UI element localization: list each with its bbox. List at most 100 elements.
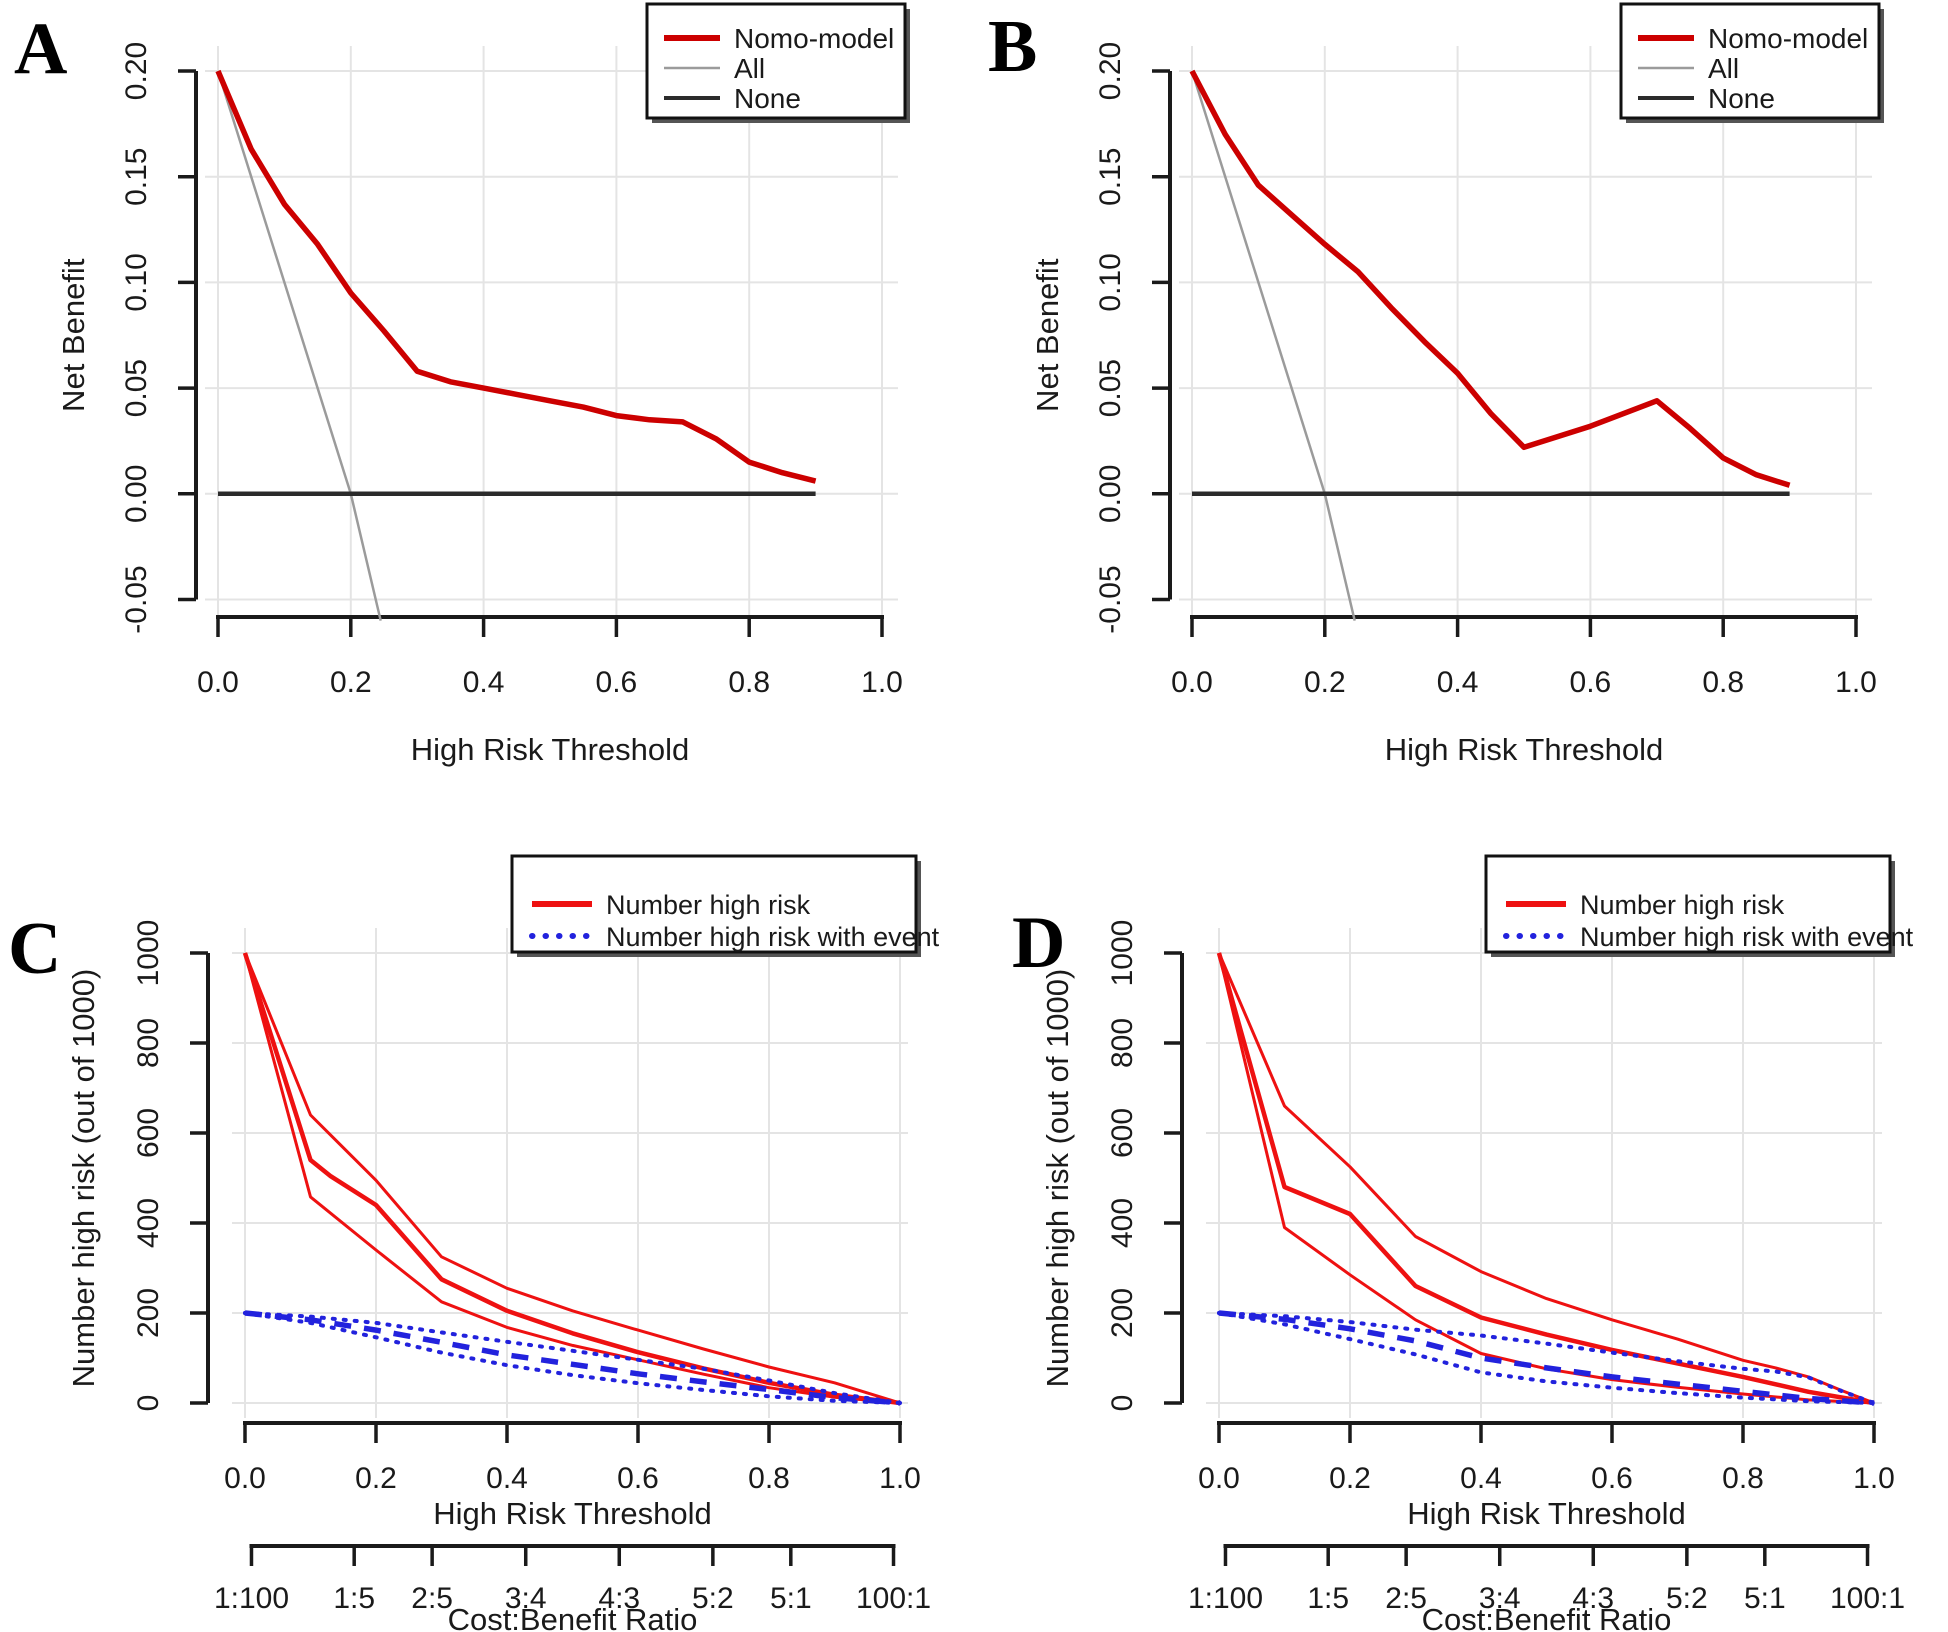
- series-B: [1189, 69, 1791, 621]
- svg-text:200: 200: [132, 1288, 165, 1338]
- svg-text:0.2: 0.2: [1329, 1462, 1371, 1495]
- series-C: [242, 952, 902, 1406]
- x-axis-ratio-C: 1:100 1:5 2:5 3:4 4:3 5:2 5:1 100:1 Cost:Benefit…: [214, 1544, 931, 1632]
- svg-text:0.6: 0.6: [1591, 1462, 1633, 1495]
- svg-text:100:1: 100:1: [1830, 1582, 1905, 1615]
- svg-text:0.05: 0.05: [120, 359, 153, 417]
- series-line-number-high-risk-with-event-upper-: [1217, 1311, 1876, 1405]
- svg-text:0.20: 0.20: [1094, 42, 1127, 100]
- svg-text:Number high risk (out of 1000): Number high risk (out of 1000): [66, 969, 101, 1388]
- svg-text:5:1: 5:1: [1744, 1582, 1786, 1615]
- svg-text:1000: 1000: [132, 920, 165, 987]
- svg-text:-0.05: -0.05: [120, 565, 153, 633]
- legend-label-none: None: [1708, 83, 1775, 114]
- svg-text:2:5: 2:5: [1385, 1582, 1427, 1615]
- svg-text:-0.05: -0.05: [1094, 565, 1127, 633]
- svg-text:100:1: 100:1: [856, 1582, 931, 1615]
- svg-text:1.0: 1.0: [1835, 666, 1877, 699]
- series-line-number-high-risk-upper-: [243, 952, 901, 1405]
- svg-text:0.4: 0.4: [1460, 1462, 1502, 1495]
- legend-label-number-high-risk-with-event: Number high risk with event: [1580, 922, 1914, 952]
- legend-label-all: All: [1708, 53, 1739, 84]
- svg-text:1:5: 1:5: [333, 1582, 375, 1615]
- series-line-all: [1190, 70, 1356, 621]
- svg-text:0.2: 0.2: [330, 666, 372, 699]
- svg-text:1:100: 1:100: [214, 1582, 289, 1615]
- svg-text:1:5: 1:5: [1307, 1582, 1349, 1615]
- svg-text:800: 800: [1106, 1018, 1139, 1068]
- svg-text:0.0: 0.0: [197, 666, 239, 699]
- svg-text:800: 800: [132, 1018, 165, 1068]
- legend-label-nomo-model: Nomo-model: [734, 23, 894, 54]
- svg-text:400: 400: [132, 1198, 165, 1248]
- svg-text:0.4: 0.4: [486, 1462, 528, 1495]
- svg-text:0.00: 0.00: [120, 465, 153, 523]
- series-line-number-high-risk-with-event: [1218, 1310, 1875, 1406]
- svg-text:600: 600: [132, 1108, 165, 1158]
- svg-text:High Risk Threshold: High Risk Threshold: [1385, 732, 1664, 767]
- svg-text:0.8: 0.8: [1702, 666, 1744, 699]
- series-line-number-high-risk-with-event-upper-: [243, 1311, 902, 1405]
- svg-text:High Risk Threshold: High Risk Threshold: [433, 1496, 712, 1531]
- legend-label-number-high-risk: Number high risk: [606, 890, 811, 920]
- y-axis-A: -0.05 0.00 0.05 0.10 0.15 0.20 Net Benefit: [56, 42, 198, 634]
- svg-text:0.8: 0.8: [748, 1462, 790, 1495]
- svg-text:0.15: 0.15: [120, 148, 153, 206]
- svg-text:0.0: 0.0: [224, 1462, 266, 1495]
- panel-label-a: A: [14, 8, 68, 90]
- x-axis-D: 0.0 0.2 0.4 0.6 0.8 1.0 High Risk Threshold: [1198, 1421, 1895, 1531]
- svg-text:1:100: 1:100: [1188, 1582, 1263, 1615]
- svg-text:High Risk Threshold: High Risk Threshold: [1407, 1496, 1686, 1531]
- svg-text:0.8: 0.8: [1722, 1462, 1764, 1495]
- svg-text:0.4: 0.4: [1437, 666, 1479, 699]
- series-line-number-high-risk-with-event-lower-: [1217, 1311, 1876, 1405]
- svg-text:Net Benefit: Net Benefit: [1030, 258, 1065, 412]
- svg-text:Cost:Benefit Ratio: Cost:Benefit Ratio: [448, 1602, 698, 1632]
- svg-text:0.2: 0.2: [1304, 666, 1346, 699]
- series-line-nomo-model: [1189, 69, 1791, 488]
- svg-text:0.4: 0.4: [463, 666, 505, 699]
- series-line-number-high-risk: [1216, 952, 1875, 1406]
- svg-text:2:5: 2:5: [411, 1582, 453, 1615]
- svg-text:0.10: 0.10: [1094, 253, 1127, 311]
- series-line-number-high-risk-with-event-lower-: [243, 1311, 902, 1405]
- svg-text:1000: 1000: [1106, 920, 1139, 987]
- x-axis-C: 0.0 0.2 0.4 0.6 0.8 1.0 High Risk Threshold: [224, 1421, 921, 1531]
- svg-text:0.2: 0.2: [355, 1462, 397, 1495]
- svg-text:0.6: 0.6: [1570, 666, 1612, 699]
- series-line-all: [216, 70, 382, 621]
- panel-label-c: C: [8, 908, 62, 990]
- grid-B: [1179, 46, 1872, 622]
- svg-text:0.0: 0.0: [1198, 1462, 1240, 1495]
- grid-D: [1206, 928, 1882, 1418]
- panel-d-chart: 0 200 400 600 800 1000 Number high risk (out o…: [1040, 854, 1914, 1632]
- svg-text:0.6: 0.6: [596, 666, 638, 699]
- svg-text:4:3: 4:3: [1572, 1582, 1614, 1615]
- x-axis-A: 0.0 0.2 0.4 0.6 0.8 1.0 High Risk Threshold: [197, 615, 903, 767]
- svg-text:0.10: 0.10: [120, 253, 153, 311]
- y-axis-C: 0 200 400 600 800 1000 Number high risk (out o…: [66, 920, 210, 1411]
- series-A: [215, 69, 817, 621]
- svg-text:1.0: 1.0: [879, 1462, 921, 1495]
- panel-label-b: B: [988, 6, 1038, 88]
- svg-text:Number high risk (out of 1000): Number high risk (out of 1000): [1040, 969, 1075, 1388]
- legend-label-none: None: [734, 83, 801, 114]
- svg-text:Cost:Benefit Ratio: Cost:Benefit Ratio: [1422, 1602, 1672, 1632]
- series-line-number-high-risk: [242, 952, 901, 1406]
- svg-text:200: 200: [1106, 1288, 1139, 1338]
- x-axis-ratio-D: 1:100 1:5 2:5 3:4 4:3 5:2 5:1 100:1 Cost:Benefit…: [1188, 1544, 1905, 1632]
- svg-text:0.8: 0.8: [728, 666, 770, 699]
- series-line-nomo-model: [215, 69, 817, 484]
- svg-text:0.0: 0.0: [1171, 666, 1213, 699]
- legend-label-all: All: [734, 53, 765, 84]
- svg-text:0.6: 0.6: [617, 1462, 659, 1495]
- svg-text:5:2: 5:2: [1666, 1582, 1708, 1615]
- legend-label-number-high-risk: Number high risk: [1580, 890, 1785, 920]
